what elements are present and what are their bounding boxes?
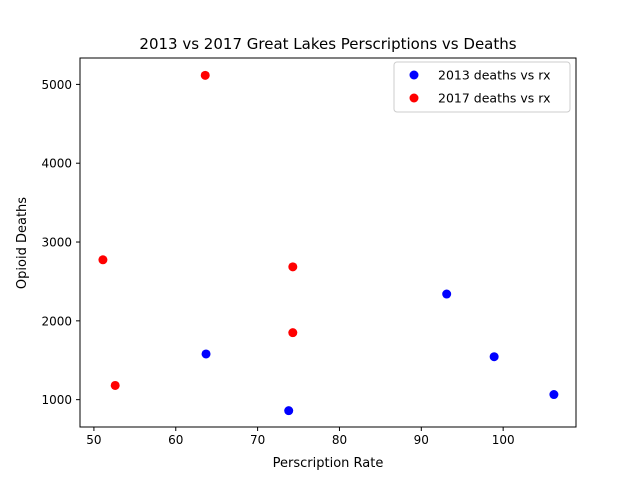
y-tick-label: 5000 (41, 78, 72, 92)
x-axis-label: Perscription Rate (273, 456, 384, 471)
x-tick-label: 100 (492, 433, 515, 447)
chart-title: 2013 vs 2017 Great Lakes Perscriptions v… (139, 35, 516, 53)
data-point (98, 255, 108, 265)
legend: 2013 deaths vs rx 2017 deaths vs rx (393, 61, 571, 113)
data-point (288, 328, 298, 338)
legend-label-2013: 2013 deaths vs rx (438, 68, 550, 83)
y-tick-label: 2000 (41, 314, 72, 328)
data-point (284, 406, 294, 416)
legend-marker-2013 (409, 70, 419, 80)
legend-label-2017: 2017 deaths vs rx (438, 91, 550, 106)
data-points (98, 70, 559, 416)
y-tick-label: 3000 (41, 236, 72, 250)
plot-frame (79, 57, 577, 428)
x-tick-label: 90 (414, 433, 429, 447)
x-tick-label: 50 (86, 433, 101, 447)
y-axis-ticks: 1000 2000 3000 4000 5000 (41, 78, 80, 407)
data-point (489, 352, 499, 362)
series-2013 (201, 289, 559, 416)
y-axis-label: Opioid Deaths (15, 197, 30, 289)
x-tick-label: 80 (332, 433, 347, 447)
data-point (288, 262, 298, 272)
legend-box (393, 61, 571, 113)
series-2017 (98, 70, 298, 390)
data-point (200, 70, 210, 80)
x-tick-label: 60 (168, 433, 183, 447)
y-tick-label: 4000 (41, 157, 72, 171)
legend-marker-2017 (409, 93, 419, 103)
data-point (201, 349, 211, 359)
y-tick-label: 1000 (41, 393, 72, 407)
x-tick-label: 70 (250, 433, 265, 447)
data-point (442, 289, 452, 299)
x-axis-ticks: 50 60 70 80 90 100 (86, 427, 515, 447)
data-point (549, 390, 559, 400)
data-point (110, 380, 120, 390)
